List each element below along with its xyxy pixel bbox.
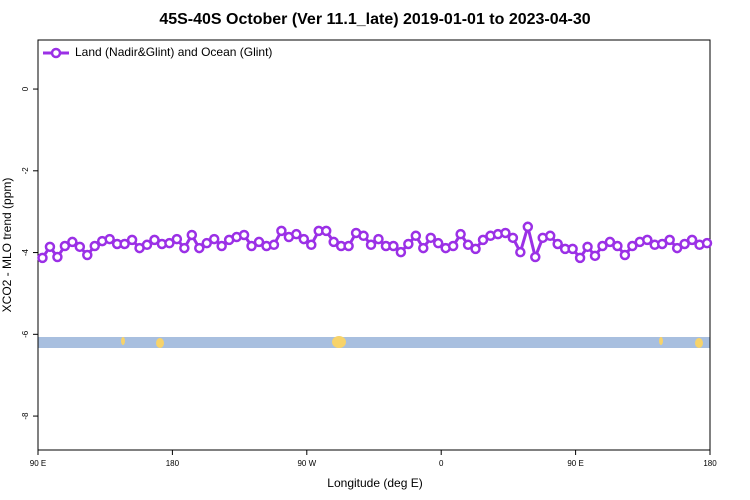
data-point	[186, 229, 198, 241]
data-point	[679, 238, 690, 250]
data-point	[253, 236, 265, 248]
data-point	[208, 233, 220, 245]
data-point	[201, 237, 212, 249]
land-ocean-strip	[38, 336, 710, 348]
data-point	[701, 237, 713, 249]
data-point	[582, 241, 593, 253]
data-point	[268, 239, 280, 251]
x-tick-label: 90 W	[297, 459, 316, 468]
y-tick-label: -8	[21, 412, 30, 420]
data-point	[530, 251, 541, 263]
data-point	[365, 239, 377, 251]
data-point	[328, 236, 339, 248]
legend-label: Land (Nadir&Glint) and Ocean (Glint)	[75, 45, 272, 59]
data-point	[320, 225, 332, 237]
data-point	[74, 241, 86, 253]
data-point	[574, 252, 586, 264]
data-point	[619, 249, 631, 261]
data-point	[656, 238, 668, 250]
data-point	[642, 234, 653, 246]
data-point	[597, 240, 608, 252]
data-point	[44, 241, 56, 253]
data-point	[52, 251, 63, 263]
data-point	[671, 242, 683, 254]
data-point	[470, 243, 481, 255]
data-point	[462, 239, 474, 251]
data-point	[522, 221, 534, 233]
data-point	[447, 240, 459, 252]
data-point	[89, 240, 100, 252]
x-tick-label: 90 E	[567, 459, 583, 468]
data-point	[306, 239, 317, 251]
data-point	[216, 240, 227, 252]
data-point	[455, 228, 466, 240]
data-point	[126, 234, 138, 246]
data-point	[403, 238, 414, 250]
data-point	[238, 229, 250, 241]
y-tick-label: -2	[21, 167, 30, 175]
data-point	[425, 232, 436, 244]
x-tick-label: 180	[166, 459, 180, 468]
data-point	[149, 234, 160, 246]
data-point	[410, 230, 422, 242]
y-axis-label: XCO2 - MLO trend (ppm)	[0, 178, 14, 313]
data-point	[612, 240, 623, 252]
data-point	[552, 238, 563, 250]
data-point	[604, 236, 616, 248]
data-point	[664, 234, 675, 246]
x-axis-label: Longitude (deg E)	[327, 476, 422, 490]
y-tick-label: -4	[21, 248, 30, 256]
data-point	[388, 240, 399, 252]
data-point	[179, 242, 190, 254]
data-point	[291, 228, 302, 240]
data-point	[515, 246, 526, 258]
data-point	[164, 237, 175, 249]
data-point	[246, 240, 257, 252]
y-tick-label: 0	[21, 86, 30, 91]
data-point	[194, 242, 205, 254]
data-point	[67, 236, 78, 248]
chart-title: 45S-40S October (Ver 11.1_late) 2019-01-…	[159, 11, 590, 28]
data-point	[395, 246, 407, 258]
legend-marker	[50, 47, 62, 59]
data-point	[567, 243, 578, 255]
data-point	[358, 230, 369, 242]
data-point	[59, 240, 71, 252]
data-point	[686, 234, 698, 246]
data-point	[171, 233, 183, 245]
x-tick-label: 180	[703, 459, 717, 468]
data-point	[141, 239, 153, 251]
data-point	[373, 233, 384, 245]
data-point	[432, 237, 444, 249]
data-point	[418, 242, 429, 254]
data-point	[82, 249, 93, 261]
x-tick-label: 90 E	[30, 459, 46, 468]
data-point	[298, 233, 310, 245]
data-point	[507, 232, 519, 244]
data-point	[119, 238, 130, 250]
data-point	[104, 233, 115, 245]
data-point	[589, 250, 601, 262]
data-point	[37, 252, 48, 264]
y-tick-label: -6	[21, 330, 30, 338]
data-point	[500, 227, 511, 239]
x-tick-label: 0	[439, 459, 444, 468]
data-point	[477, 234, 489, 246]
data-point	[544, 230, 556, 242]
data-point	[627, 240, 638, 252]
data-point	[276, 225, 287, 237]
data-point	[343, 240, 354, 252]
